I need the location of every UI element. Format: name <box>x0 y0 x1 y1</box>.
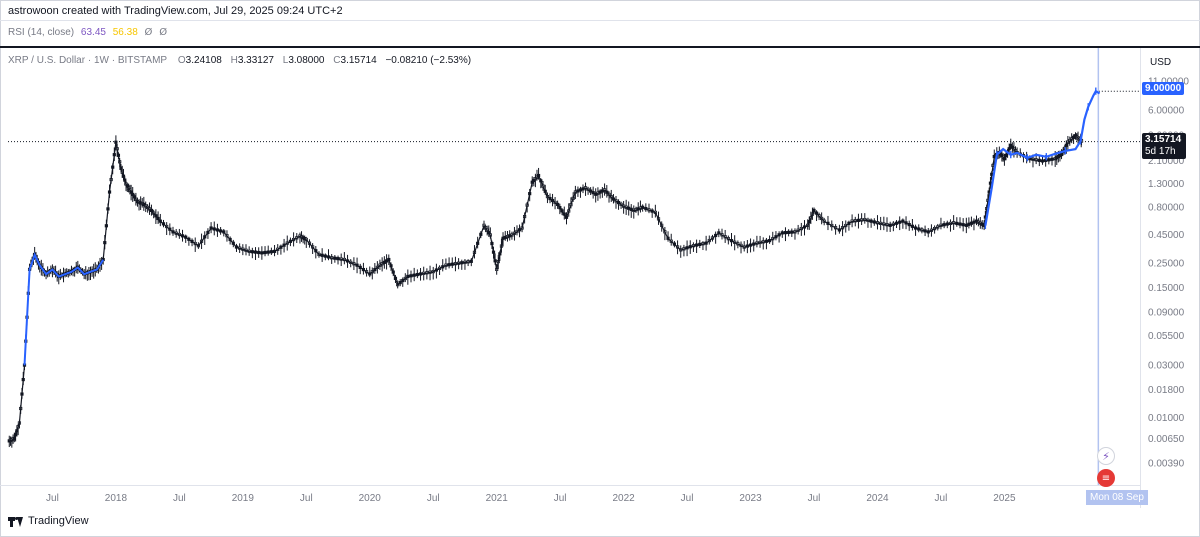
low-value: 3.08000 <box>288 55 325 66</box>
time-axis-border <box>0 485 1140 486</box>
y-tick-label-1: 6.00000 <box>1148 106 1185 117</box>
x-tick-label-5: 2020 <box>359 493 382 504</box>
event-badges: ⚡ ≡ <box>1097 447 1117 491</box>
pane-separator-main[interactable] <box>0 46 1200 48</box>
author-caption: astrowoon created with TradingView.com, … <box>8 5 343 17</box>
x-tick-label-0: Jul <box>46 493 59 504</box>
x-tick-label-10: Jul <box>681 493 694 504</box>
x-tick-label-7: 2021 <box>486 493 509 504</box>
rsi-empty-value-2: Ø <box>159 27 168 38</box>
x-tick-label-9: 2022 <box>612 493 635 504</box>
x-tick-label-2: Jul <box>173 493 186 504</box>
x-tick-label-13: 2024 <box>866 493 889 504</box>
y-tick-label-14: 0.00650 <box>1148 434 1185 445</box>
y-tick-label-11: 0.03000 <box>1148 360 1185 371</box>
y-tick-label-8: 0.15000 <box>1148 283 1185 294</box>
rsi-legend[interactable]: RSI (14, close) 63.45 56.38 Ø Ø <box>8 27 167 38</box>
x-tick-label-14: Jul <box>935 493 948 504</box>
y-tick-label-9: 0.09000 <box>1148 308 1185 319</box>
close-value: 3.15714 <box>340 55 377 66</box>
x-tick-label-15: 2025 <box>993 493 1016 504</box>
y-tick-label-10: 0.05500 <box>1148 331 1185 342</box>
x-tick-label-3: 2019 <box>232 493 255 504</box>
price-series-line <box>9 135 1083 442</box>
pane-separator-top <box>0 20 1200 21</box>
open-label: O <box>177 55 186 66</box>
x-tick-label-12: Jul <box>808 493 821 504</box>
y-tick-label-12: 0.01800 <box>1148 385 1185 396</box>
symbol-legend[interactable]: XRP / U.S. Dollar · 1W · BITSTAMP O3.241… <box>8 55 477 66</box>
low-label: L <box>282 55 289 66</box>
rsi-empty-value-1: Ø <box>144 27 153 38</box>
price-axis-border <box>1140 48 1141 508</box>
open-value: 3.24108 <box>185 55 222 66</box>
x-tick-label-4: Jul <box>300 493 313 504</box>
high-label: H <box>230 55 238 66</box>
y-tick-label-15: 0.00390 <box>1148 458 1185 469</box>
bar-countdown: 5d 17h <box>1145 146 1176 157</box>
last-price-value: 3.15714 <box>1145 134 1182 145</box>
x-tick-label-1: 2018 <box>105 493 128 504</box>
high-value: 3.33127 <box>237 55 274 66</box>
y-tick-label-4: 1.30000 <box>1148 179 1185 190</box>
rsi-label: RSI (14, close) <box>8 27 75 38</box>
close-label: C <box>333 55 341 66</box>
y-tick-label-5: 0.80000 <box>1148 203 1185 214</box>
currency-label[interactable]: USD <box>1150 57 1172 68</box>
rsi-value: 63.45 <box>80 27 106 38</box>
us-flag-icon[interactable]: ≡ <box>1097 469 1115 487</box>
y-tick-label-3: 2.10000 <box>1148 156 1185 167</box>
symbol-title: XRP / U.S. Dollar · 1W · BITSTAMP <box>8 55 168 66</box>
brand-name: TradingView <box>28 515 89 527</box>
y-tick-label-13: 0.01000 <box>1148 413 1185 424</box>
change-value: −0.08210 (−2.53%) <box>385 55 472 66</box>
lightning-swap-icon[interactable]: ⚡ <box>1097 447 1115 465</box>
tradingview-logo-icon <box>8 515 24 527</box>
rsi-ma-value: 56.38 <box>112 27 138 38</box>
target-price-tag: 9.00000 <box>1142 82 1185 95</box>
crosshair-date-tag: Mon 08 Sep <box>1086 490 1148 505</box>
last-price-tag: 3.15714 5d 17h <box>1142 133 1186 159</box>
x-tick-label-8: Jul <box>554 493 567 504</box>
price-chart[interactable]: 11.000006.000003.600002.100001.300000.80… <box>0 48 1200 508</box>
fractal-projection-line <box>984 89 1101 226</box>
x-tick-label-6: Jul <box>427 493 440 504</box>
x-tick-label-11: 2023 <box>739 493 762 504</box>
y-tick-label-7: 0.25000 <box>1148 258 1185 269</box>
y-tick-label-6: 0.45000 <box>1148 230 1185 241</box>
fractal-source-line <box>23 252 105 366</box>
watermark[interactable]: TradingView <box>8 515 89 527</box>
